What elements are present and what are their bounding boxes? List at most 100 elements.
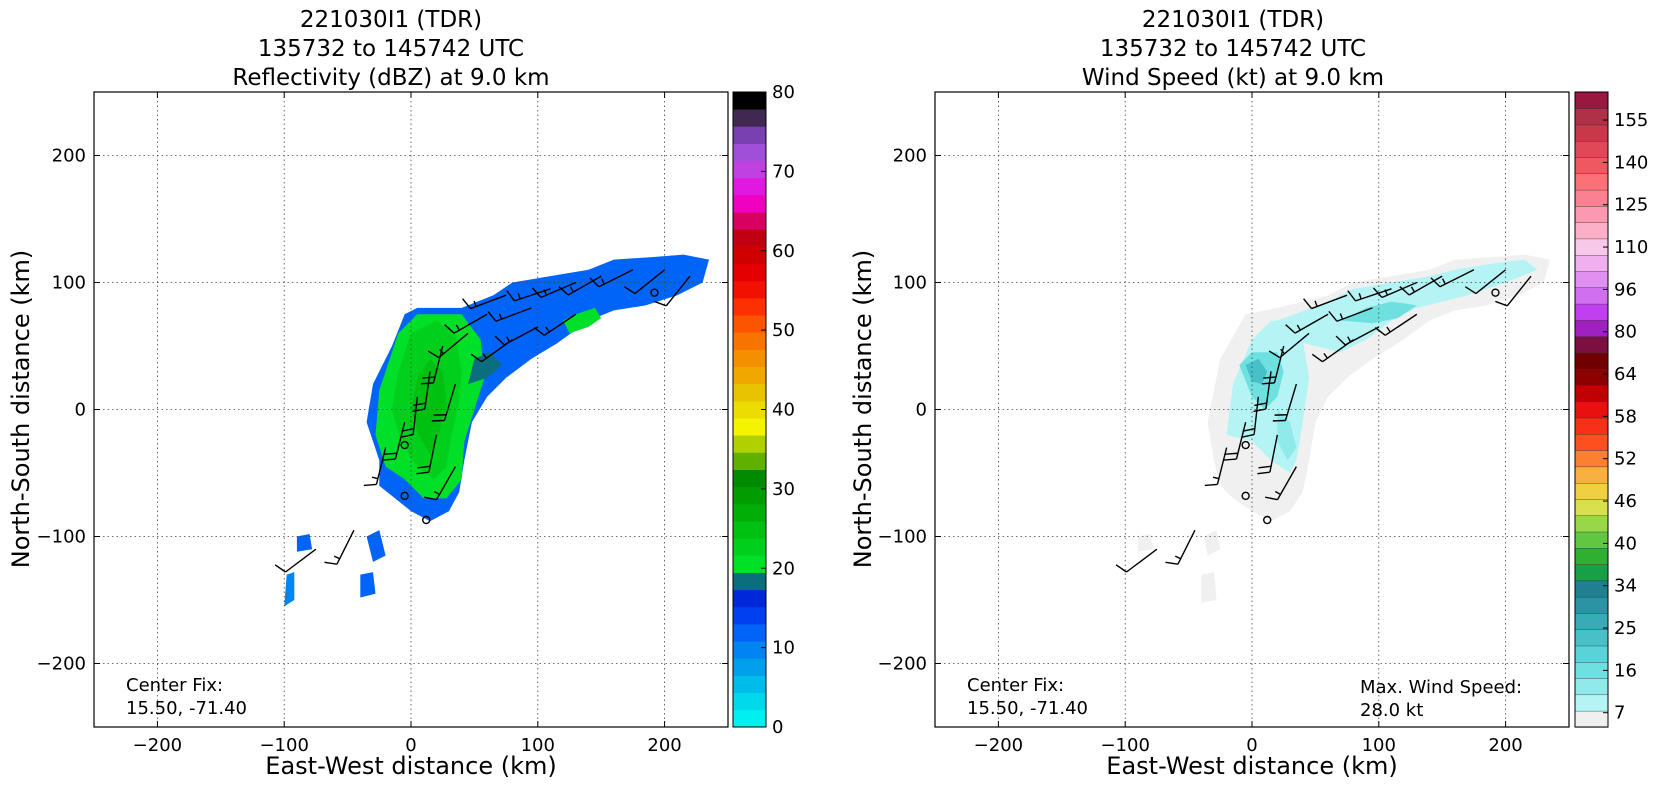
wind-barb xyxy=(462,294,507,310)
wind-barb xyxy=(1272,383,1298,422)
field-region xyxy=(296,534,313,552)
wind-barb xyxy=(1115,548,1158,573)
center-marker xyxy=(1241,440,1250,450)
wind-barb xyxy=(1264,466,1297,501)
colorbar-tick-label: 16 xyxy=(1614,660,1637,681)
x-tick-label: 100 xyxy=(1362,735,1396,756)
wind-x-ticks: −200 −100 0 100 200 xyxy=(974,92,1523,756)
reflectivity-y-axis-label: North-South distance (km) xyxy=(7,250,35,569)
colorbar-tick-label: 80 xyxy=(1614,322,1637,343)
y-tick-label: 200 xyxy=(52,146,86,167)
y-tick-label: 0 xyxy=(916,400,927,421)
wind-y-ticks: −200 −100 0 100 200 xyxy=(878,146,1569,675)
colorbar-bin xyxy=(733,555,766,573)
colorbar-bin xyxy=(1574,694,1609,712)
wind-barb xyxy=(382,422,406,461)
colorbar-bin xyxy=(1574,303,1609,321)
field-region xyxy=(1277,409,1297,461)
reflectivity-title-line-1: 221030I1 (TDR) xyxy=(300,7,482,33)
wind-barb xyxy=(533,313,577,336)
colorbar-bin xyxy=(733,229,766,247)
wind-barb xyxy=(420,345,444,385)
center-marker xyxy=(400,491,409,501)
wind-barb xyxy=(589,269,634,288)
colorbar-bin xyxy=(1574,401,1609,419)
colorbar-bin xyxy=(733,452,766,470)
y-tick-label: 100 xyxy=(893,273,927,294)
colorbar-tick-label: 50 xyxy=(772,320,795,341)
colorbar-bin xyxy=(1574,547,1609,565)
colorbar-bin xyxy=(1574,417,1609,435)
center-marker xyxy=(1241,491,1250,501)
wind-center-markers xyxy=(1241,288,1500,525)
colorbar-bin xyxy=(733,246,766,265)
colorbar-bin xyxy=(733,366,766,385)
colorbar-bin xyxy=(733,486,766,505)
x-tick-label: 100 xyxy=(521,735,555,756)
wind-barb xyxy=(427,332,469,359)
wind-barb xyxy=(494,326,539,346)
wind-barb xyxy=(558,275,602,296)
colorbar-bin xyxy=(1574,124,1609,142)
wind-colorbar-ticks: 7 16 25 34 40 46 52 58 64 80 96 110 125 140 155 xyxy=(1603,110,1648,724)
colorbar-bin xyxy=(1574,612,1609,630)
reflectivity-echo-field xyxy=(284,254,709,607)
colorbar-bin xyxy=(1574,580,1609,598)
y-tick-label: 200 xyxy=(893,146,927,167)
wind-barb xyxy=(1165,529,1196,565)
wind-barb xyxy=(416,434,438,475)
wind-speed-field xyxy=(1137,254,1550,603)
field-region xyxy=(1340,301,1417,324)
colorbar-tick-label: 80 xyxy=(772,82,795,103)
wind-wind-barbs xyxy=(1115,269,1532,573)
x-tick-label: −200 xyxy=(974,735,1023,756)
reflectivity-colorbar xyxy=(732,91,767,728)
colorbar-bin xyxy=(1574,645,1609,663)
x-tick-label: −200 xyxy=(133,735,182,756)
x-tick-label: 200 xyxy=(1488,735,1522,756)
colorbar-bin xyxy=(1574,205,1609,223)
colorbar-bin xyxy=(1574,710,1609,728)
colorbar-bin xyxy=(1574,336,1609,354)
y-tick-label: −200 xyxy=(878,654,927,675)
colorbar-bin xyxy=(733,143,766,162)
colorbar-bin xyxy=(733,503,766,522)
colorbar-bin xyxy=(733,418,766,436)
x-tick-label: 0 xyxy=(405,735,416,756)
colorbar-bin xyxy=(1574,515,1609,533)
colorbar-bin xyxy=(733,606,766,625)
colorbar-bin xyxy=(733,160,766,179)
colorbar-bin xyxy=(733,469,766,488)
wind-barb xyxy=(1241,396,1260,438)
colorbar-tick-label: 70 xyxy=(772,161,795,182)
colorbar-tick-label: 58 xyxy=(1614,406,1637,427)
wind-barb xyxy=(1335,326,1380,346)
wind-annotation-line-1: Center Fix: xyxy=(967,675,1064,696)
wind-barb xyxy=(531,281,577,299)
wind-barb xyxy=(324,529,355,565)
wind-x-axis-label: East-West distance (km) xyxy=(1106,752,1397,780)
colorbar-tick-label: 46 xyxy=(1614,491,1637,512)
wind-barb xyxy=(1495,275,1532,307)
wind-barb xyxy=(1430,269,1475,288)
wind-barb xyxy=(1261,345,1285,385)
colorbar-bin xyxy=(733,641,766,659)
colorbar-bin xyxy=(1574,222,1609,240)
center-marker xyxy=(422,515,431,525)
reflectivity-y-ticks: −200 −100 0 100 200 xyxy=(37,146,728,675)
colorbar-tick-label: 30 xyxy=(772,479,795,500)
reflectivity-annotation-line-1: Center Fix: xyxy=(126,675,223,696)
colorbar-bin xyxy=(1574,466,1609,484)
colorbar-bin xyxy=(733,194,766,213)
colorbar-bin xyxy=(1574,368,1609,386)
reflectivity-annotation-line-2: 15.50, -71.40 xyxy=(126,698,247,719)
colorbar-bin xyxy=(733,538,766,556)
wind-plot-area xyxy=(934,91,1570,728)
wind-barb xyxy=(423,466,456,501)
reflectivity-title-line-3: Reflectivity (dBZ) at 9.0 km xyxy=(232,65,549,91)
wind-barb xyxy=(1399,275,1443,296)
max-wind-label: Max. Wind Speed: xyxy=(1360,677,1522,698)
wind-barb xyxy=(1257,434,1279,475)
colorbar-tick-label: 155 xyxy=(1614,110,1648,131)
y-tick-label: 100 xyxy=(52,273,86,294)
